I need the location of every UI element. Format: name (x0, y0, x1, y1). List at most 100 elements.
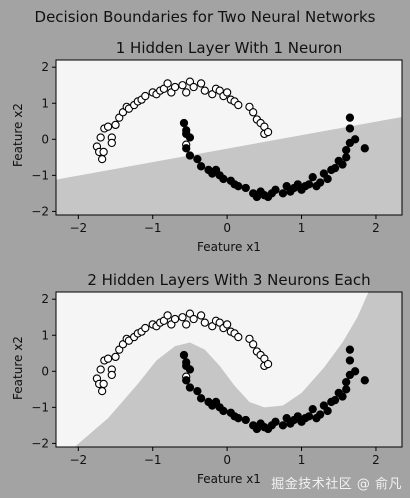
chart-bottom-ytick-label: 1 (41, 328, 49, 342)
chart-top-point-filled (304, 180, 314, 189)
chart-bottom-point-filled (338, 392, 347, 401)
chart-top-point-filled (219, 174, 228, 184)
chart-top-point-filled (182, 144, 191, 153)
chart-bottom-ytick-label: 0 (41, 364, 49, 378)
chart-bottom-ylabel: Feature x2 (11, 336, 25, 400)
chart-top-frame (55, 59, 403, 216)
chart-top-point-filled (342, 153, 351, 162)
chart-bottom-point-filled (219, 406, 228, 416)
chart-top-xtick-label: −1 (144, 221, 162, 235)
chart-bottom-region-dark (74, 292, 402, 447)
chart-top-point-filled (342, 145, 351, 155)
chart-bottom-point-filled (360, 376, 369, 385)
chart-top-point-open (103, 122, 113, 131)
chart-bottom-point-open (99, 379, 108, 389)
chart-bottom-title: 2 Hidden Layers With 3 Neurons Each (87, 271, 370, 289)
chart-top-point-open (178, 81, 187, 90)
chart-bottom-point-filled (193, 386, 202, 396)
chart-top-ytick-label: 1 (41, 96, 49, 110)
chart-top-xtick-label: 2 (372, 221, 380, 235)
chart-bottom-point-filled (350, 367, 360, 376)
chart-top-point-filled (345, 113, 355, 122)
chart-bottom-point-open (182, 320, 191, 329)
chart-top-point-open (163, 79, 172, 88)
chart-top-point-filled (185, 133, 195, 142)
chart-top-title: 1 Hidden Layer With 1 Neuron (116, 39, 343, 57)
chart-top-ylabel: Feature x2 (11, 103, 25, 167)
chart-top-point-filled (193, 154, 202, 164)
chart-bottom-point-open (96, 365, 105, 374)
chart-top-point-open (196, 79, 206, 88)
chart-top-point-open (263, 127, 273, 137)
chart-bottom-ytick-label: −1 (31, 400, 49, 414)
chart-bottom-frame (55, 291, 403, 448)
chart-top-point-filled (330, 163, 340, 173)
chart-bottom-ytick-label: −2 (31, 436, 49, 450)
chart-bottom-point-open (263, 359, 273, 369)
chart-top-point-filled (185, 151, 195, 160)
chart-bottom-point-open (189, 314, 198, 324)
chart-bottom-point-filled (278, 421, 288, 430)
chart-bottom-point-open (234, 332, 243, 342)
chart-bottom: 2 Hidden Layers With 3 Neurons Each Feat… (11, 271, 403, 486)
chart-top-point-open (234, 100, 243, 110)
chart-bottom-point-open (103, 354, 113, 363)
chart-bottom-point-open (163, 311, 172, 320)
chart-top-point-open (111, 120, 120, 130)
chart-bottom-xlabel: Feature x1 (197, 472, 261, 486)
chart-bottom-point-open (196, 311, 206, 320)
chart-bottom-xtick-label: 0 (223, 453, 231, 467)
chart-top-xtick-label: 1 (298, 221, 306, 235)
chart-top-point-filled (234, 182, 243, 191)
chart-bottom-point-filled (342, 377, 351, 387)
figure-title: Decision Boundaries for Two Neural Netwo… (35, 8, 376, 26)
chart-top-point-filled (316, 178, 325, 187)
chart-bottom-point-filled (345, 356, 355, 365)
chart-top-ytick-label: 2 (41, 60, 49, 74)
chart-bottom-point-filled (185, 365, 195, 374)
chart-top-ytick-label: −2 (31, 204, 49, 218)
chart-bottom-xtick-label: −1 (144, 453, 162, 467)
chart-top-point-filled (196, 162, 206, 171)
chart-bottom-point-filled (234, 414, 243, 423)
chart-top-point-filled (308, 173, 317, 182)
chart-bottom-point-filled (330, 395, 340, 405)
chart-top-point-open (182, 88, 191, 97)
chart-top-xlabel: Feature x1 (197, 240, 261, 254)
chart-top-xtick-label: 0 (223, 221, 231, 235)
chart-bottom-point-filled (179, 350, 189, 360)
chart-top-point-open (249, 108, 258, 117)
chart-top-point-open (97, 154, 107, 164)
chart-bottom-point-open (141, 323, 150, 333)
chart-bottom-point-filled (323, 406, 332, 416)
chart-bottom-point-open (200, 318, 209, 327)
chart-bottom-point-open (97, 386, 107, 396)
chart-bottom-xtick-label: 2 (372, 453, 380, 467)
chart-bottom-point-open (170, 314, 180, 324)
chart-bottom-point-open (107, 370, 116, 380)
chart-top: 1 Hidden Layer With 1 Neuron Feature x1 … (11, 39, 403, 254)
chart-top-xtick-label: −2 (69, 221, 87, 235)
chart-bottom-point-filled (271, 417, 280, 426)
chart-top-point-open (107, 138, 116, 148)
chart-top-point-open (96, 133, 105, 142)
watermark-text: 掘金技术社区 @ 俞凡 (271, 477, 402, 492)
chart-top-point-filled (350, 135, 360, 144)
chart-bottom-point-filled (308, 405, 317, 414)
chart-top-point-open (189, 82, 198, 92)
chart-bottom-point-open (222, 320, 232, 329)
chart-top-point-open (141, 91, 150, 101)
chart-bottom-point-filled (185, 383, 195, 392)
chart-top-point-filled (179, 118, 189, 128)
chart-bottom-point-filled (241, 415, 250, 425)
chart-bottom-point-open (249, 340, 258, 349)
chart-bottom-point-open (178, 313, 187, 322)
chart-bottom-point-filled (345, 345, 355, 354)
chart-bottom-point-filled (342, 385, 351, 394)
chart-top-region-dark (56, 116, 402, 215)
chart-bottom-ytick-label: 2 (41, 292, 49, 306)
chart-top-point-filled (271, 185, 280, 194)
chart-bottom-xtick-label: 1 (298, 453, 306, 467)
chart-bottom-point-open (111, 352, 120, 362)
